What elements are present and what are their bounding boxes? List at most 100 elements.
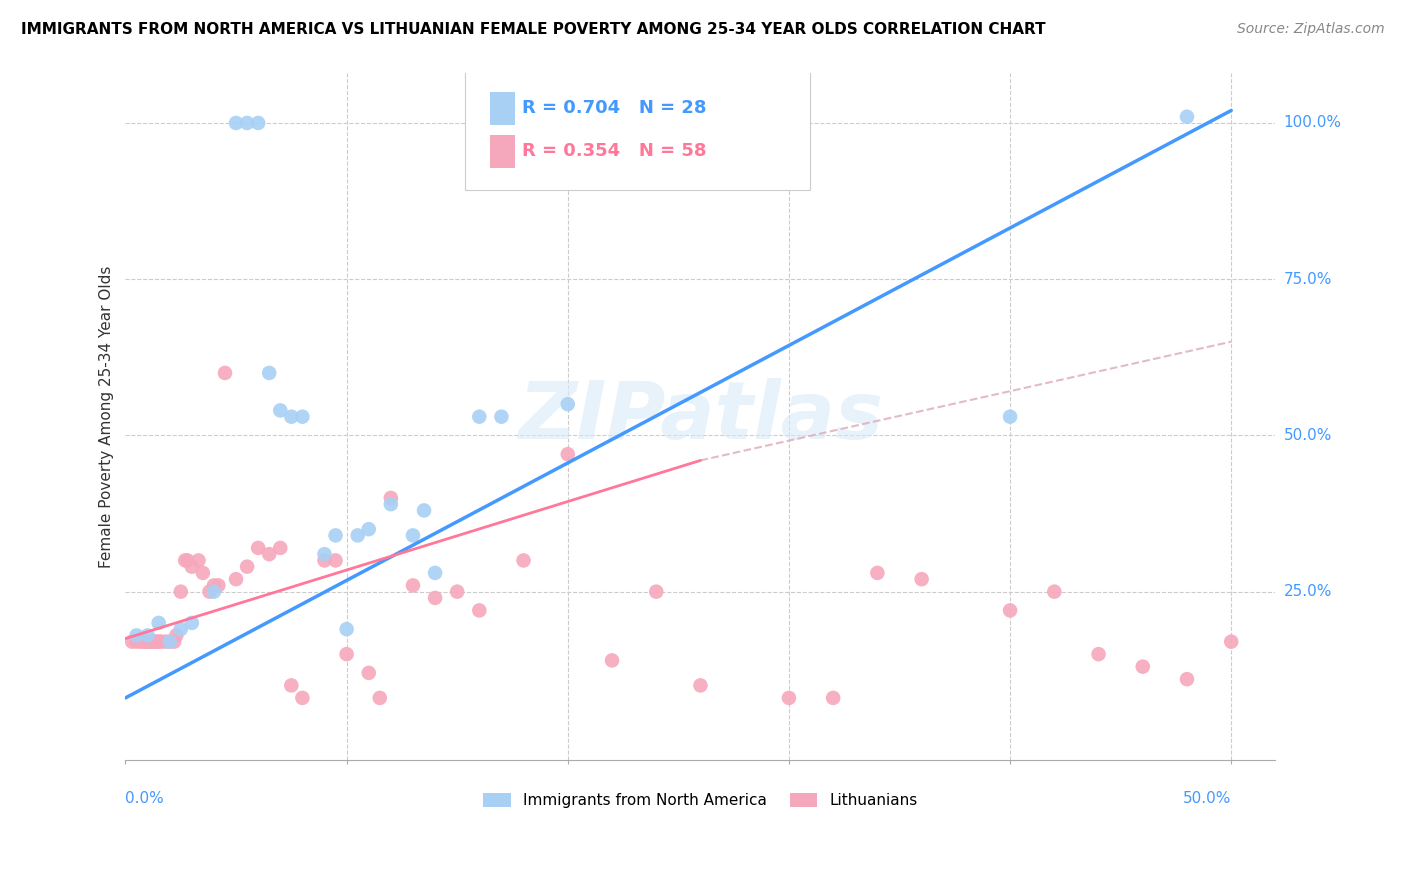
Point bbox=[176, 553, 198, 567]
Point bbox=[269, 541, 291, 555]
Point bbox=[325, 528, 347, 542]
Point bbox=[145, 634, 167, 648]
Point bbox=[402, 528, 425, 542]
Text: ZIPatlas: ZIPatlas bbox=[517, 377, 883, 456]
Point bbox=[155, 634, 177, 648]
Point bbox=[134, 634, 156, 648]
Point bbox=[325, 553, 347, 567]
Point bbox=[346, 528, 368, 542]
Legend: Immigrants from North America, Lithuanians: Immigrants from North America, Lithuania… bbox=[477, 788, 924, 814]
Point bbox=[125, 634, 148, 648]
Point bbox=[778, 690, 800, 705]
Point bbox=[280, 678, 302, 692]
Point bbox=[402, 578, 425, 592]
Point bbox=[1087, 647, 1109, 661]
Point bbox=[291, 690, 314, 705]
Point bbox=[314, 553, 336, 567]
FancyBboxPatch shape bbox=[491, 135, 516, 168]
Point bbox=[557, 397, 579, 411]
Point bbox=[136, 634, 159, 648]
Point bbox=[645, 584, 668, 599]
Text: 25.0%: 25.0% bbox=[1284, 584, 1331, 599]
Point bbox=[823, 690, 845, 705]
Point bbox=[198, 584, 221, 599]
Text: 50.0%: 50.0% bbox=[1182, 791, 1232, 806]
Point bbox=[1043, 584, 1066, 599]
Text: Source: ZipAtlas.com: Source: ZipAtlas.com bbox=[1237, 22, 1385, 37]
Point bbox=[163, 634, 186, 648]
Point bbox=[689, 678, 711, 692]
FancyBboxPatch shape bbox=[491, 92, 516, 125]
Point bbox=[512, 553, 534, 567]
Point bbox=[380, 497, 402, 511]
Point bbox=[207, 578, 229, 592]
Point bbox=[165, 628, 187, 642]
Point bbox=[1175, 110, 1198, 124]
Point bbox=[336, 647, 359, 661]
Point bbox=[148, 615, 170, 630]
Y-axis label: Female Poverty Among 25-34 Year Olds: Female Poverty Among 25-34 Year Olds bbox=[100, 266, 114, 568]
Point bbox=[269, 403, 291, 417]
Point bbox=[1132, 659, 1154, 673]
Point bbox=[139, 634, 162, 648]
Point bbox=[368, 690, 391, 705]
Point bbox=[998, 603, 1021, 617]
Point bbox=[202, 584, 225, 599]
Point bbox=[236, 559, 259, 574]
Point bbox=[121, 634, 143, 648]
Point bbox=[191, 566, 214, 580]
Point bbox=[180, 559, 202, 574]
Point bbox=[910, 572, 932, 586]
Point bbox=[380, 491, 402, 505]
Point bbox=[170, 622, 193, 636]
Text: 75.0%: 75.0% bbox=[1284, 272, 1331, 286]
Point bbox=[247, 541, 270, 555]
Text: 50.0%: 50.0% bbox=[1284, 428, 1331, 443]
Text: R = 0.354   N = 58: R = 0.354 N = 58 bbox=[522, 143, 707, 161]
Point bbox=[1175, 672, 1198, 686]
Point bbox=[141, 634, 163, 648]
Point bbox=[998, 409, 1021, 424]
Point bbox=[357, 665, 380, 680]
Point bbox=[129, 634, 152, 648]
Point bbox=[491, 409, 513, 424]
Point bbox=[257, 366, 280, 380]
Point bbox=[1220, 634, 1243, 648]
Point bbox=[413, 503, 436, 517]
Point bbox=[202, 578, 225, 592]
Point bbox=[468, 409, 491, 424]
Text: 0.0%: 0.0% bbox=[125, 791, 165, 806]
Point bbox=[149, 634, 172, 648]
Point bbox=[225, 572, 247, 586]
Point bbox=[136, 628, 159, 642]
Point bbox=[187, 553, 209, 567]
Point bbox=[170, 584, 193, 599]
Point bbox=[423, 591, 446, 605]
Point bbox=[236, 116, 259, 130]
Text: IMMIGRANTS FROM NORTH AMERICA VS LITHUANIAN FEMALE POVERTY AMONG 25-34 YEAR OLDS: IMMIGRANTS FROM NORTH AMERICA VS LITHUAN… bbox=[21, 22, 1046, 37]
Point bbox=[446, 584, 468, 599]
Point bbox=[180, 615, 202, 630]
FancyBboxPatch shape bbox=[465, 70, 810, 190]
Point bbox=[280, 409, 302, 424]
Point bbox=[132, 634, 155, 648]
Point bbox=[143, 634, 166, 648]
Text: 100.0%: 100.0% bbox=[1284, 115, 1341, 130]
Point bbox=[357, 522, 380, 536]
Point bbox=[291, 409, 314, 424]
Point bbox=[314, 547, 336, 561]
Point bbox=[125, 628, 148, 642]
Point bbox=[159, 634, 181, 648]
Point bbox=[600, 653, 623, 667]
Point bbox=[866, 566, 889, 580]
Point bbox=[214, 366, 236, 380]
Point bbox=[468, 603, 491, 617]
Point bbox=[148, 634, 170, 648]
Point bbox=[557, 447, 579, 461]
Point bbox=[174, 553, 197, 567]
Point bbox=[423, 566, 446, 580]
Point bbox=[159, 634, 181, 648]
Point bbox=[247, 116, 270, 130]
Point bbox=[257, 547, 280, 561]
Text: R = 0.704   N = 28: R = 0.704 N = 28 bbox=[522, 99, 707, 117]
